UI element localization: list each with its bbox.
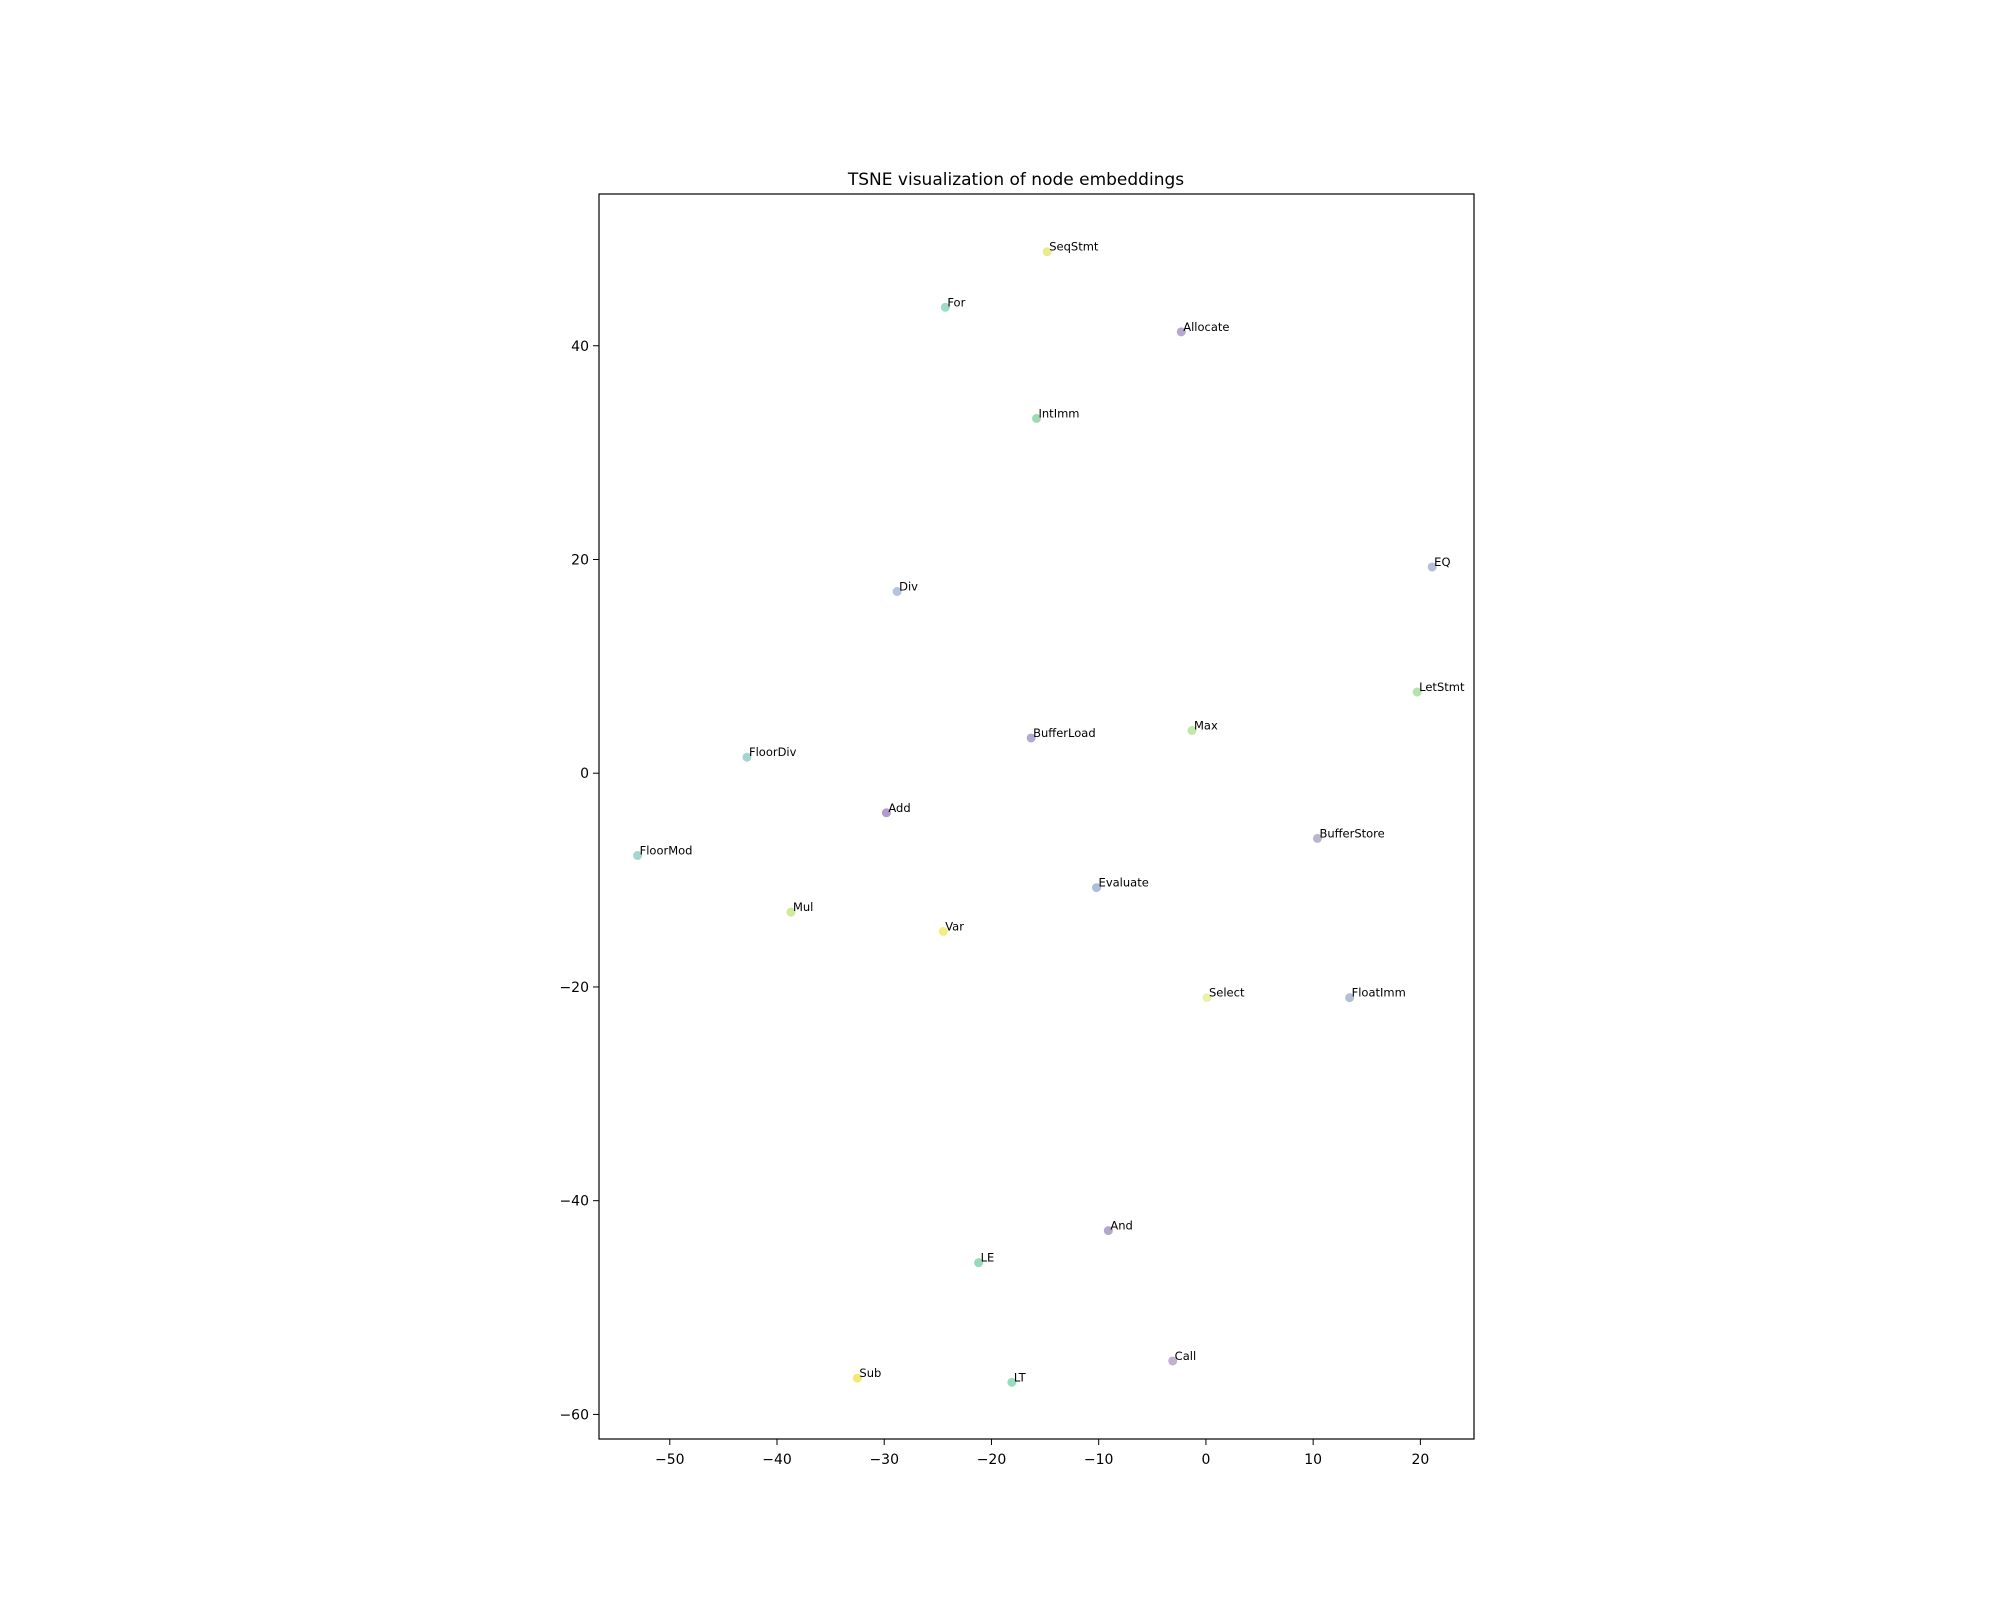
y-tick-label: 0 [580,766,589,782]
data-point-evaluate [1092,883,1102,893]
data-point-seqstmt [1042,247,1052,257]
y-tick-label: −40 [559,1194,589,1210]
point-label: SeqStmt [1049,240,1099,254]
plot-frame [598,193,1475,1440]
point-label: LT [1014,1370,1027,1384]
point-label: FloatImm [1352,986,1406,1000]
x-tick-label: 10 [1304,1452,1322,1468]
data-point-and [1103,1226,1113,1236]
point-label: Add [888,801,910,815]
point-label: Div [899,580,918,594]
point-label: IntImm [1039,406,1080,420]
x-tick-label: −50 [655,1452,685,1468]
data-point-call [1168,1356,1178,1366]
points-layer: SeqStmt For Allocate IntImm EQ Div LetStmt Max B… [633,240,1465,1387]
data-point-for [940,302,950,312]
data-point-allocate [1176,327,1186,337]
x-tick-label: −40 [762,1452,792,1468]
y-tick-label: −20 [559,980,589,996]
data-point-select [1202,993,1212,1003]
point-label: Sub [859,1366,881,1380]
point-label: BufferLoad [1033,726,1096,740]
data-point-add [881,808,891,818]
data-point-sub [852,1373,862,1383]
data-point-div [892,587,902,597]
point-label: Evaluate [1099,876,1149,890]
point-label: FloorMod [640,844,693,858]
point-label: Call [1175,1349,1196,1363]
data-point-floormod [633,851,643,861]
point-label: Allocate [1183,320,1229,334]
data-point-mul [786,907,796,917]
chart-title: TSNE visualization of node embeddings [847,170,1184,190]
axes-layer: −50 −40 −30 −20 −10 0 10 20 −60 −40 −20 0 20 40 [559,339,1429,1468]
point-label: FloorDiv [749,745,797,759]
x-tick-label: 20 [1411,1452,1429,1468]
data-point-eq [1427,562,1437,572]
point-label: Var [945,919,964,933]
point-label: BufferStore [1319,826,1384,840]
data-point-bufferload [1026,733,1036,743]
point-label: Max [1194,718,1218,732]
x-tick-label: −30 [869,1452,899,1468]
data-point-bufferstore [1312,833,1322,843]
y-tick-label: 20 [571,552,589,568]
point-label: Select [1209,986,1245,1000]
y-tick-label: −60 [559,1407,589,1423]
point-label: EQ [1434,555,1450,569]
data-point-lt [1007,1377,1017,1387]
data-point-floordiv [742,752,752,762]
x-tick-label: 0 [1201,1452,1210,1468]
x-tick-label: −10 [1084,1452,1114,1468]
data-point-floatimm [1345,993,1355,1003]
data-point-letstmt [1412,687,1422,697]
data-point-intimm [1032,413,1041,423]
point-label: Mul [793,900,813,914]
point-label: LE [981,1251,995,1265]
data-point-var [938,926,948,936]
point-label: And [1110,1219,1132,1233]
y-tick-label: 40 [571,339,589,355]
point-label: LetStmt [1419,680,1465,694]
data-point-le [974,1258,984,1268]
x-tick-label: −20 [977,1452,1007,1468]
point-label: For [947,295,965,309]
data-point-max [1187,725,1197,735]
